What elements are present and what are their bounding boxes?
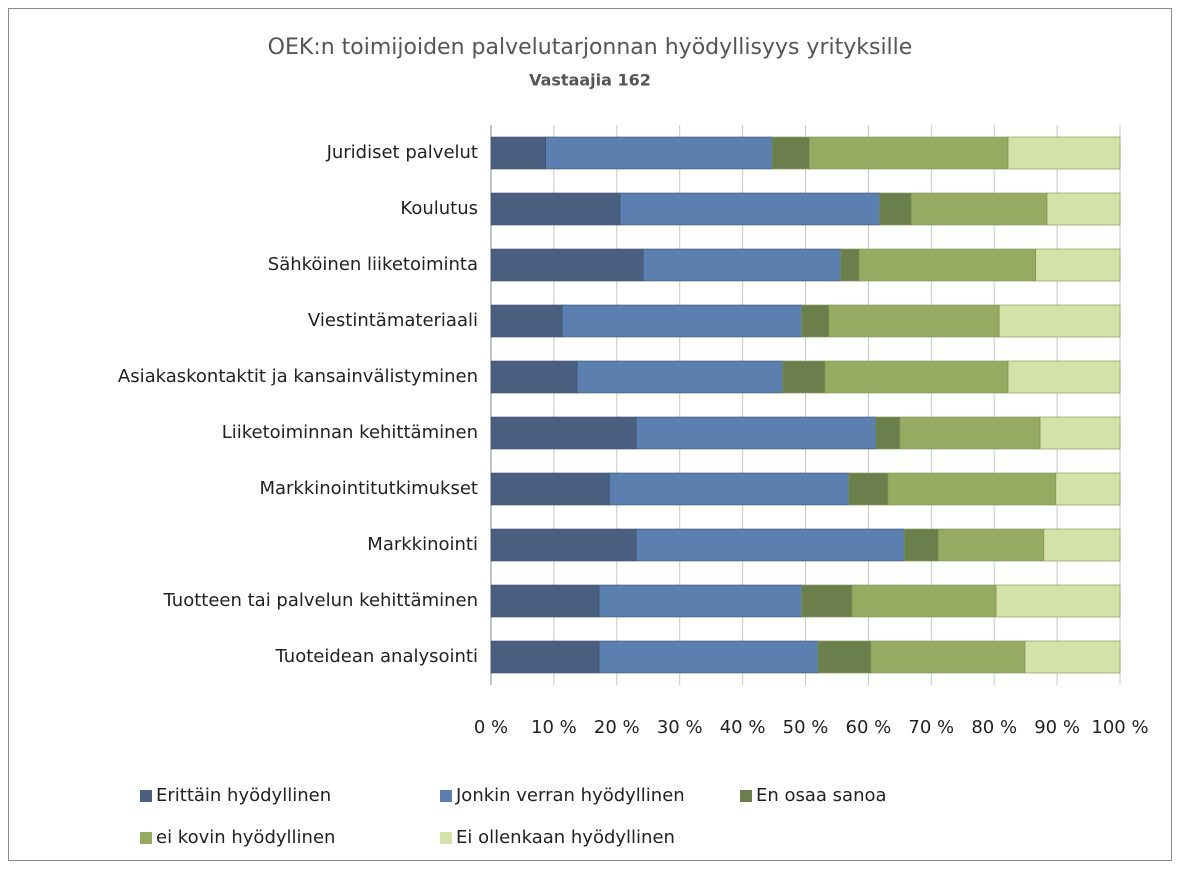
bar-segment xyxy=(635,528,905,562)
bar-segment xyxy=(490,472,610,506)
bar-segment xyxy=(824,360,1009,394)
bar-segment xyxy=(1035,248,1121,282)
y-tick-label: Markkinointi xyxy=(367,534,478,555)
bar-segment xyxy=(875,416,901,450)
bar-segment xyxy=(598,584,803,618)
bar-segment xyxy=(937,528,1045,562)
bar-segment xyxy=(490,584,600,618)
legend-label: Erittäin hyödyllinen xyxy=(156,785,331,806)
bar-segment xyxy=(1024,640,1121,674)
bar-segment xyxy=(995,584,1121,618)
bar-segment xyxy=(1046,192,1121,226)
bar-segment xyxy=(490,136,547,170)
y-tick-label: Markkinointitutkimukset xyxy=(259,478,478,499)
chart-subtitle: Vastaajia 162 xyxy=(529,71,651,90)
legend-label: ei kovin hyödyllinen xyxy=(156,827,335,848)
bar-segment xyxy=(851,584,997,618)
bar-segment xyxy=(782,360,826,394)
y-tick-label: Asiakaskontaktit ja kansainvälistyminen xyxy=(118,366,478,387)
bar-segment xyxy=(561,304,803,338)
bar-segment xyxy=(619,192,881,226)
x-tick-label: 0 % xyxy=(474,717,508,738)
bar-segment xyxy=(1055,472,1121,506)
legend-label: En osaa sanoa xyxy=(756,785,887,806)
x-tick-label: 70 % xyxy=(908,717,954,738)
bar-segment xyxy=(840,248,860,282)
bar-segment xyxy=(1039,416,1121,450)
bar-segment xyxy=(642,248,842,282)
bar-segment xyxy=(903,528,939,562)
x-tick-label: 30 % xyxy=(657,717,703,738)
bar-segment xyxy=(879,192,912,226)
chart-title: OEK:n toimijoiden palvelutarjonnan hyödy… xyxy=(268,35,913,60)
bar-segment xyxy=(870,640,1026,674)
bar-segment xyxy=(910,192,1048,226)
bar-segment xyxy=(608,472,850,506)
bar-segment xyxy=(490,416,637,450)
bar-segment xyxy=(490,192,621,226)
x-tick-label: 90 % xyxy=(1034,717,1080,738)
bar-segment xyxy=(490,360,578,394)
bar-segment xyxy=(828,304,1000,338)
y-tick-label: Sähköinen liiketoiminta xyxy=(268,254,478,275)
bar-segment xyxy=(490,304,563,338)
y-tick-label: Tuotteen tai palvelun kehittäminen xyxy=(163,590,478,611)
bar-segment xyxy=(490,528,637,562)
legend-label: Ei ollenkaan hyödyllinen xyxy=(456,827,675,848)
bar-segment xyxy=(1007,136,1121,170)
legend-swatch xyxy=(140,790,152,802)
bar-segment xyxy=(817,640,872,674)
bar-segment xyxy=(998,304,1121,338)
bar-segment xyxy=(848,472,889,506)
bar-segment xyxy=(801,304,830,338)
bar-segment xyxy=(635,416,877,450)
bar-segment xyxy=(808,136,1009,170)
bar-segment xyxy=(490,248,644,282)
bar-segment xyxy=(598,640,819,674)
legend-swatch xyxy=(440,790,452,802)
y-tick-label: Tuoteidean analysointi xyxy=(275,646,478,667)
bar-segment xyxy=(899,416,1041,450)
y-tick-label: Juridiset palvelut xyxy=(326,142,478,163)
bar-segment xyxy=(771,136,810,170)
x-tick-label: 20 % xyxy=(594,717,640,738)
x-tick-label: 60 % xyxy=(846,717,892,738)
x-tick-label: 80 % xyxy=(971,717,1017,738)
legend-swatch xyxy=(140,832,152,844)
legend-swatch xyxy=(440,832,452,844)
bar-segment xyxy=(858,248,1037,282)
x-tick-label: 100 % xyxy=(1091,717,1148,738)
x-tick-label: 50 % xyxy=(783,717,829,738)
bar-segment xyxy=(576,360,784,394)
bar-segment xyxy=(801,584,853,618)
y-tick-label: Liiketoiminnan kehittäminen xyxy=(222,422,478,443)
legend-label: Jonkin verran hyödyllinen xyxy=(455,785,685,806)
bar-segment xyxy=(887,472,1057,506)
y-tick-label: Koulutus xyxy=(400,198,478,219)
bar-segment xyxy=(1007,360,1121,394)
bar-segment xyxy=(490,640,600,674)
bar-segment xyxy=(1043,528,1121,562)
legend-swatch xyxy=(740,790,752,802)
y-tick-label: Viestintämateriaali xyxy=(308,310,478,331)
bar-segment xyxy=(545,136,773,170)
x-tick-label: 40 % xyxy=(720,717,766,738)
x-tick-label: 10 % xyxy=(531,717,577,738)
